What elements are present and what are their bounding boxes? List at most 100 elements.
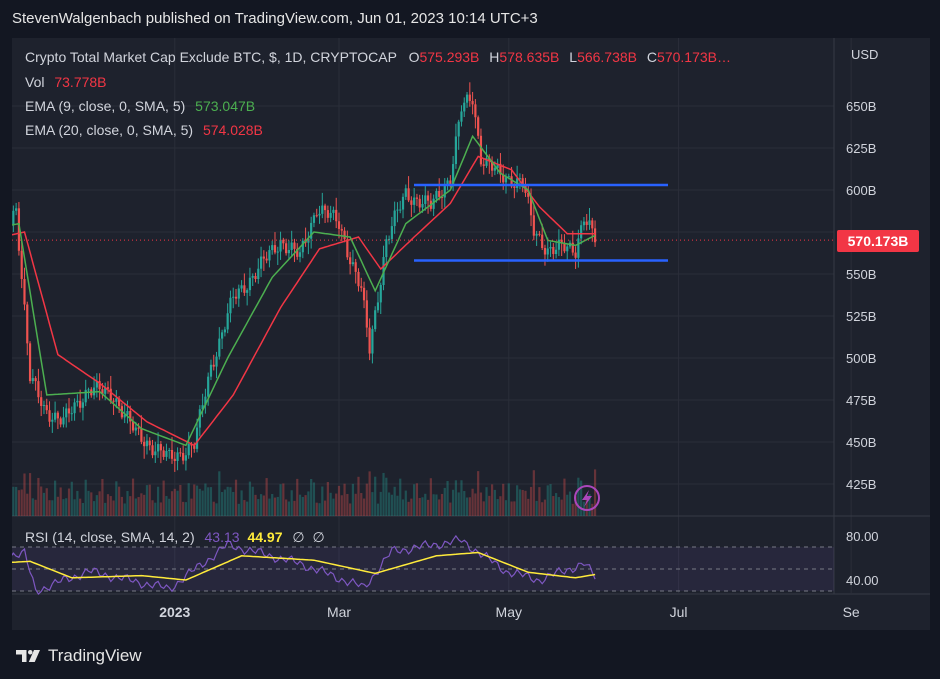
volume-bar (254, 494, 257, 516)
candle-body (212, 364, 215, 367)
candle-body (321, 205, 324, 214)
candle-body (335, 209, 338, 222)
candle-body (418, 198, 421, 208)
symbol-legend[interactable]: Crypto Total Market Cap Exclude BTC, $, … (25, 49, 731, 65)
candle-body (70, 413, 73, 415)
candle-body (407, 188, 410, 201)
candlestick-chart[interactable]: 650B 625B 600B 550B 525B 500B 475B 450B 425B 80.0… (12, 38, 930, 630)
volume-bar (474, 493, 477, 516)
volume-bar (421, 497, 424, 516)
volume-bar (332, 498, 335, 516)
volume-bar (577, 477, 580, 516)
volume-bar (452, 489, 455, 516)
candle-body (449, 180, 452, 185)
volume-bar (259, 494, 263, 516)
volume-bar (424, 493, 427, 516)
volume-bar (301, 496, 304, 516)
chart-panel[interactable]: 650B 625B 600B 550B 525B 500B 475B 450B 425B 80.0… (12, 38, 930, 630)
candle-body (143, 441, 146, 447)
ema9-legend[interactable]: EMA (9, close, 0, SMA, 5) 573.047B (25, 98, 256, 114)
volume-bar (190, 498, 193, 516)
rsi-legend[interactable]: RSI (14, close, SMA, 14, 2) 43.13 44.97 … (25, 529, 325, 545)
volume-bar (221, 492, 224, 516)
candle-body (31, 378, 34, 382)
candle-body (195, 427, 199, 449)
candle-body (440, 196, 444, 198)
candle-body (65, 408, 68, 418)
candle-body (323, 205, 327, 211)
time-tick-label: Mar (327, 604, 351, 620)
candle-body (12, 210, 15, 225)
volume-bar (257, 499, 260, 516)
volume-bar (376, 503, 380, 516)
candle-body (187, 443, 190, 456)
volume-bar (290, 490, 293, 516)
candle-body (182, 452, 185, 461)
volume-bar (226, 486, 229, 516)
volume-bar (521, 489, 524, 516)
candle-body (176, 452, 179, 462)
candle-body (95, 381, 98, 388)
volume-bar (276, 496, 279, 516)
candle-body (273, 245, 277, 253)
candle-body (201, 405, 204, 410)
volume-bar (479, 492, 483, 516)
volume-bar (563, 478, 566, 516)
volume-bar (70, 481, 73, 516)
volume-bar (95, 495, 98, 516)
candle-body (457, 121, 460, 137)
volume-bar (574, 496, 577, 516)
price-tick-label: 525B (846, 309, 876, 324)
candle-body (307, 238, 310, 243)
rsi-ma-line (12, 551, 596, 581)
low-value: 566.738B (577, 49, 638, 65)
volume-bar (454, 480, 457, 516)
volume-bar (273, 497, 277, 516)
volume-bar (34, 499, 37, 516)
volume-bar (51, 500, 54, 516)
volume-bar (104, 502, 107, 516)
volume-bar (145, 485, 149, 516)
volume-bar (382, 472, 385, 516)
volume-bar (232, 491, 235, 516)
candle-body (499, 163, 502, 175)
high-value: 578.635B (499, 49, 560, 65)
ema9-line (12, 134, 596, 447)
candle-body (460, 111, 463, 122)
ema20-legend[interactable]: EMA (20, close, 0, SMA, 5) 574.028B (25, 122, 263, 138)
volume-bar (165, 496, 168, 516)
footer-brand[interactable]: TradingView (14, 646, 142, 666)
publisher-line: StevenWalgenbach published on TradingVie… (12, 10, 538, 27)
candle-body (479, 135, 483, 165)
volume-bar (229, 487, 232, 516)
time-tick-label: Se (843, 604, 860, 620)
candle-body (557, 239, 560, 250)
volume-bar (193, 484, 196, 516)
candle-body (159, 444, 162, 451)
candle-body (555, 249, 558, 255)
candle-body (54, 412, 57, 420)
volume-legend[interactable]: Vol 73.778B (25, 74, 107, 90)
candle-body (535, 233, 538, 236)
volume-bar (415, 483, 419, 516)
volume-bar (251, 486, 254, 516)
candle-body (243, 285, 246, 293)
volume-bar (246, 501, 249, 516)
volume-bar (307, 491, 310, 516)
candle-body (106, 387, 110, 389)
candle-body (560, 239, 563, 244)
candle-body (310, 222, 313, 239)
volume-bar (549, 484, 552, 516)
volume-bar (218, 471, 221, 516)
volume-bar (296, 478, 299, 516)
rsi-tick-label: 80.00 (846, 529, 879, 544)
price-tick-label: 475B (846, 393, 876, 408)
currency-label[interactable]: USD (851, 47, 879, 62)
candle-body (529, 196, 533, 216)
volume-bar (120, 496, 123, 516)
volume-bar (315, 502, 318, 516)
candle-body (282, 239, 285, 244)
volume-bar (179, 484, 182, 516)
volume-bar (312, 482, 316, 516)
volume-bar (566, 494, 569, 516)
